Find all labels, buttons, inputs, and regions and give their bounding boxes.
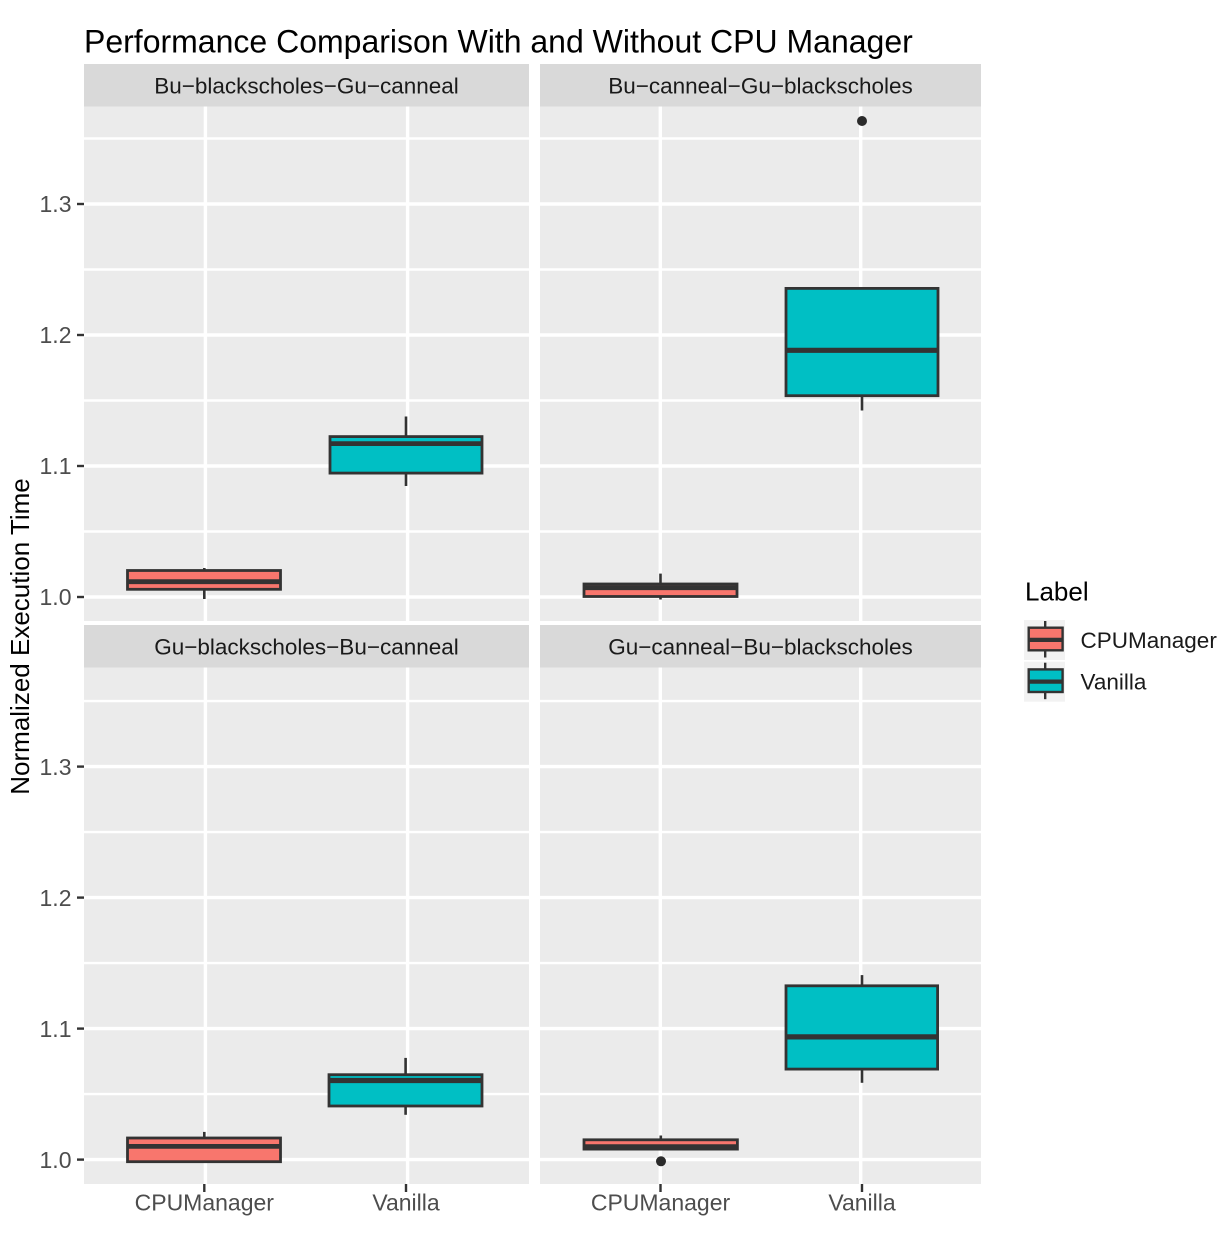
svg-text:Label: Label [1025, 576, 1089, 606]
svg-text:1.0: 1.0 [40, 1147, 72, 1173]
svg-text:Vanilla: Vanilla [828, 1190, 896, 1216]
svg-text:Performance Comparison With an: Performance Comparison With and Without … [84, 24, 913, 60]
svg-text:Bu−blackscholes−Gu−canneal: Bu−blackscholes−Gu−canneal [154, 74, 459, 99]
svg-text:1.1: 1.1 [40, 1016, 72, 1042]
svg-text:Bu−canneal−Gu−blackscholes: Bu−canneal−Gu−blackscholes [608, 74, 913, 99]
svg-text:Gu−canneal−Bu−blackscholes: Gu−canneal−Bu−blackscholes [608, 635, 913, 660]
svg-text:1.1: 1.1 [40, 453, 72, 479]
svg-text:CPUManager: CPUManager [135, 1190, 275, 1216]
svg-text:Vanilla: Vanilla [372, 1190, 440, 1216]
svg-text:CPUManager: CPUManager [591, 1190, 731, 1216]
svg-text:Gu−blackscholes−Bu−canneal: Gu−blackscholes−Bu−canneal [154, 635, 459, 660]
svg-text:1.0: 1.0 [40, 584, 72, 610]
svg-text:Vanilla: Vanilla [1081, 670, 1147, 695]
svg-text:1.3: 1.3 [40, 191, 72, 217]
svg-text:CPUManager: CPUManager [1081, 628, 1218, 653]
svg-text:Normalized Execution Time: Normalized Execution Time [5, 478, 35, 794]
svg-text:1.3: 1.3 [40, 754, 72, 780]
svg-text:1.2: 1.2 [40, 322, 72, 348]
svg-text:1.2: 1.2 [40, 885, 72, 911]
